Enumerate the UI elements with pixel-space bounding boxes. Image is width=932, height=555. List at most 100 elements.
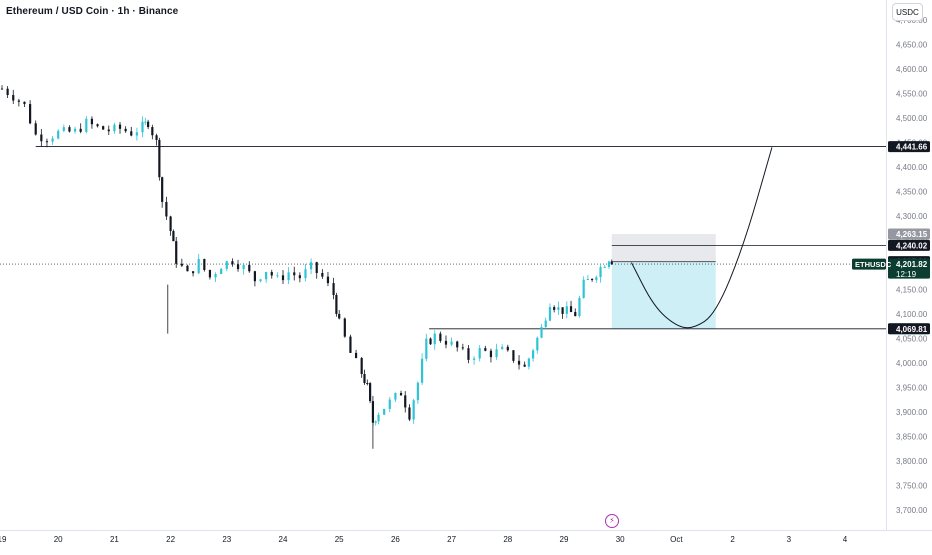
candle-body xyxy=(450,341,453,345)
candle-body xyxy=(553,307,556,310)
candle-body xyxy=(456,341,459,348)
candle-body xyxy=(276,275,279,277)
candle-body xyxy=(595,277,598,280)
x-axis-tick-label: 22 xyxy=(166,535,175,544)
candle-body xyxy=(186,265,189,272)
candle-body xyxy=(175,241,178,264)
x-axis-tick-label: 4 xyxy=(843,535,848,544)
candle-body xyxy=(377,414,380,422)
candle-body xyxy=(374,421,377,423)
candle-body xyxy=(467,348,470,360)
candle-body xyxy=(429,338,432,345)
candle-body xyxy=(12,95,15,101)
candle-body xyxy=(439,333,442,341)
price-tag xyxy=(888,323,930,335)
y-axis-tick-label: 4,100.00 xyxy=(896,310,928,319)
candle-body xyxy=(420,358,424,383)
candle-body xyxy=(335,295,338,314)
x-axis-tick-label: 28 xyxy=(503,535,512,544)
candle-body xyxy=(281,275,285,281)
x-axis-tick-label: 19 xyxy=(0,535,7,544)
candle-body xyxy=(62,127,65,131)
candle-body xyxy=(388,399,391,409)
currency-button[interactable]: USDC xyxy=(892,3,923,21)
candle-body xyxy=(326,276,330,284)
candle-body xyxy=(369,383,372,402)
candle-body xyxy=(607,261,611,267)
candle-body xyxy=(517,360,521,365)
candle-body xyxy=(130,131,133,136)
price-tag-label: 4,240.02 xyxy=(896,241,928,250)
price-tag-label: 4,441.66 xyxy=(896,143,928,152)
candle-body xyxy=(523,364,526,367)
y-axis-tick-label: 4,000.00 xyxy=(896,359,928,368)
y-axis-tick-label: 4,550.00 xyxy=(896,90,928,99)
candle-body xyxy=(582,279,585,298)
candle-body xyxy=(135,132,138,136)
candle-body xyxy=(603,266,606,268)
candle-body xyxy=(304,269,307,279)
chart-title: Ethereum / USD Coin · 1h · Binance xyxy=(6,6,179,17)
y-axis-tick-label: 4,050.00 xyxy=(896,335,928,344)
candle-body xyxy=(220,268,223,275)
candle-body xyxy=(561,307,564,314)
y-axis-tick-label: 4,150.00 xyxy=(896,286,928,295)
candle-body xyxy=(321,272,324,277)
candle-body xyxy=(298,275,301,279)
candle-body xyxy=(270,272,273,276)
candle-body xyxy=(0,88,4,90)
x-axis-tick-label: Oct xyxy=(670,535,683,544)
candle-body xyxy=(161,177,164,202)
candle-body xyxy=(506,346,509,351)
candle-body xyxy=(548,307,552,321)
candle-body xyxy=(85,118,88,132)
candle-body xyxy=(512,350,515,361)
y-axis-tick-label: 4,500.00 xyxy=(896,114,928,123)
candle-body xyxy=(203,258,206,270)
candle-body xyxy=(158,139,161,178)
y-axis-tick-label: 4,400.00 xyxy=(896,163,928,172)
candle-body xyxy=(124,128,127,132)
y-axis-tick-label: 3,950.00 xyxy=(896,384,928,393)
lightning-bolt-icon[interactable]: ⚡ xyxy=(605,514,619,528)
candle-body xyxy=(45,141,49,143)
candle-body xyxy=(29,104,32,124)
candle-body xyxy=(144,121,147,123)
candle-body xyxy=(180,263,183,266)
candle-body xyxy=(102,126,105,130)
x-axis-tick-label: 3 xyxy=(787,535,792,544)
candle-body xyxy=(197,258,200,274)
candle-body xyxy=(57,130,60,139)
candle-body xyxy=(96,124,99,127)
candle-body xyxy=(51,138,54,142)
price-tag-label: 4,201.82 xyxy=(896,260,928,269)
y-axis-tick-label: 3,850.00 xyxy=(896,433,928,442)
candle-body xyxy=(444,340,448,345)
candle-body xyxy=(536,337,539,351)
candle-body xyxy=(399,392,403,396)
candle-body xyxy=(315,262,318,273)
price-tag xyxy=(888,239,930,251)
candle-body xyxy=(478,348,481,359)
candle-body xyxy=(293,272,296,276)
candle-body xyxy=(599,267,602,278)
y-axis-tick-label: 3,750.00 xyxy=(896,482,928,491)
price-axis-divider xyxy=(886,0,887,530)
stop-loss-zone[interactable] xyxy=(611,234,716,262)
candle-body xyxy=(578,297,581,317)
x-axis-tick-label: 25 xyxy=(335,535,344,544)
take-profit-zone[interactable] xyxy=(611,261,716,329)
candle-body xyxy=(354,352,358,359)
x-axis-tick-label: 23 xyxy=(222,535,231,544)
candle-body xyxy=(23,101,26,105)
candle-body xyxy=(118,124,122,129)
projected-path-curve[interactable] xyxy=(630,147,773,329)
candle-body xyxy=(73,128,77,132)
candle-body xyxy=(610,261,613,265)
candle-body xyxy=(495,349,498,358)
candle-body xyxy=(383,408,386,415)
candle-body xyxy=(338,313,341,319)
candle-body xyxy=(107,129,110,132)
